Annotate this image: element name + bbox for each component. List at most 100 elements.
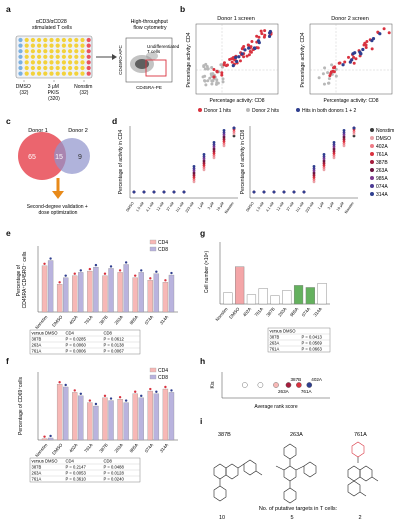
flow-ylabel: CD45RO-APC [118,45,123,75]
d-point [232,132,236,136]
plate-well [86,43,91,48]
d-point [342,131,346,135]
d-point [192,167,196,171]
d-point [202,153,206,156]
g-category-label: Nonstim [214,306,228,322]
d-point [312,171,316,175]
d-x-tick: Nonstim [224,201,235,214]
scatter-point-donor-hit [212,75,216,79]
plate-well [18,37,23,43]
e-bar-point [155,270,158,273]
scatter-point-both-hit [237,55,241,59]
d-point [342,140,346,143]
f-bar-point [73,389,76,392]
e-legend-cd4: CD4 [158,240,168,246]
plate-title-line2: stimulated T cells [32,25,72,31]
plate-well [55,43,60,48]
e-bar-cd4 [102,275,108,313]
pvalue-table-cell: 263A [270,341,280,346]
d-x-tick: Nonstim [344,201,355,214]
f-bar-cd4 [117,399,123,441]
plate-well [55,37,60,43]
plate-well [61,71,66,76]
plate-well [30,54,35,59]
e-category-label: 985A [129,314,139,325]
e-bar-point [58,281,61,284]
d-point [332,152,336,155]
d-point [312,167,316,171]
scatter-point-nonhit [323,66,327,70]
g-category-label: 314A [312,306,322,317]
d-x-tick: 3 μM [327,201,335,210]
d-point [202,164,206,167]
plate-well [80,43,85,48]
e-categories: Nonstim DMSO 402A 761A 387B 263A 985A 074A 314A [34,314,169,330]
f-legend-cd8: CD8 [158,375,168,381]
legend-swatch-donor1 [198,108,202,112]
f-category-label: 263A [113,442,123,453]
validation-caption: Second-degree validation + dose optimiza… [27,204,89,216]
d-point [312,165,316,168]
flow-xlabel: CD45RA-PE [136,85,162,90]
scatter-point-donor-hit [250,39,254,43]
e-ylabel: Percentage of CD45RA⁺CD45RO⁻ cells [16,251,28,308]
pvalue-table-cell: 761A [32,477,42,482]
panel-letter-h: h [200,356,205,366]
d-point [212,143,216,147]
scatter-point-nonhit [216,81,220,85]
d-point [302,190,306,194]
f-bar-cd8 [108,400,114,441]
d-point [342,135,346,139]
e-bar-cd8 [108,268,114,313]
d-point [322,161,326,165]
plate-well [61,49,66,54]
f-bar-cd4 [102,397,108,441]
e-bar-cd4 [56,284,63,313]
e-bar-point [109,265,113,268]
donor1-points [201,29,273,87]
plate-title-line1: αCD3/αCD28 [36,19,67,25]
plate-well [49,43,54,48]
plate-well [49,65,54,71]
legend-swatch-both [296,108,300,112]
scatter-point-both-hit [348,60,352,64]
e-bar-point [149,277,152,280]
plate-well [86,60,91,65]
venn-right-label: Donor 2 [68,128,88,134]
e-bar-cd4 [162,282,169,313]
h-point-label: 263A [278,389,290,394]
scatter-point-nonhit [208,76,212,80]
f-bar-cd8 [168,392,175,441]
scatter-point-nonhit [326,81,330,85]
plate-well [37,43,42,48]
d-point [202,155,206,159]
d-point [212,147,216,151]
panel-letter-c: c [6,116,11,126]
plate-well [74,71,79,76]
e-category-label: 314A [159,314,169,325]
plate-well [49,54,54,59]
g-categories: Nonstim DMSO 402A 761A 387B 263A 985A 074A 314A [214,306,322,322]
d-point [322,164,326,167]
f-bar-point [64,383,67,387]
pvalue-table-cell: P = 0.2147 [66,465,87,470]
plate-well [68,54,73,59]
panel-g: Cell number (×10⁶) Nonstim DMSO 402A 761A 38… [204,242,331,353]
scatter-point-donor-hit [215,69,219,73]
scatter-point-both-hit [234,55,238,60]
pvalue-table-cell: P = 0.0612 [104,337,125,342]
h-point [273,382,279,388]
f-bar-point [140,394,143,398]
panel-d: Percentage of activity in CD4 Percentage… [118,126,394,214]
e-legend-cd8: CD8 [158,247,168,253]
f-bar-point [118,396,122,399]
d-legend-label: 387B [376,160,388,166]
f-bar-point [103,394,107,398]
g-bar [246,294,257,305]
scatter-point-donor-hit [241,46,245,50]
g-bar [305,287,315,305]
scatter-point-both-hit [267,34,272,38]
e-bar-cd8 [138,272,144,313]
g-category-label: 985A [289,306,299,317]
